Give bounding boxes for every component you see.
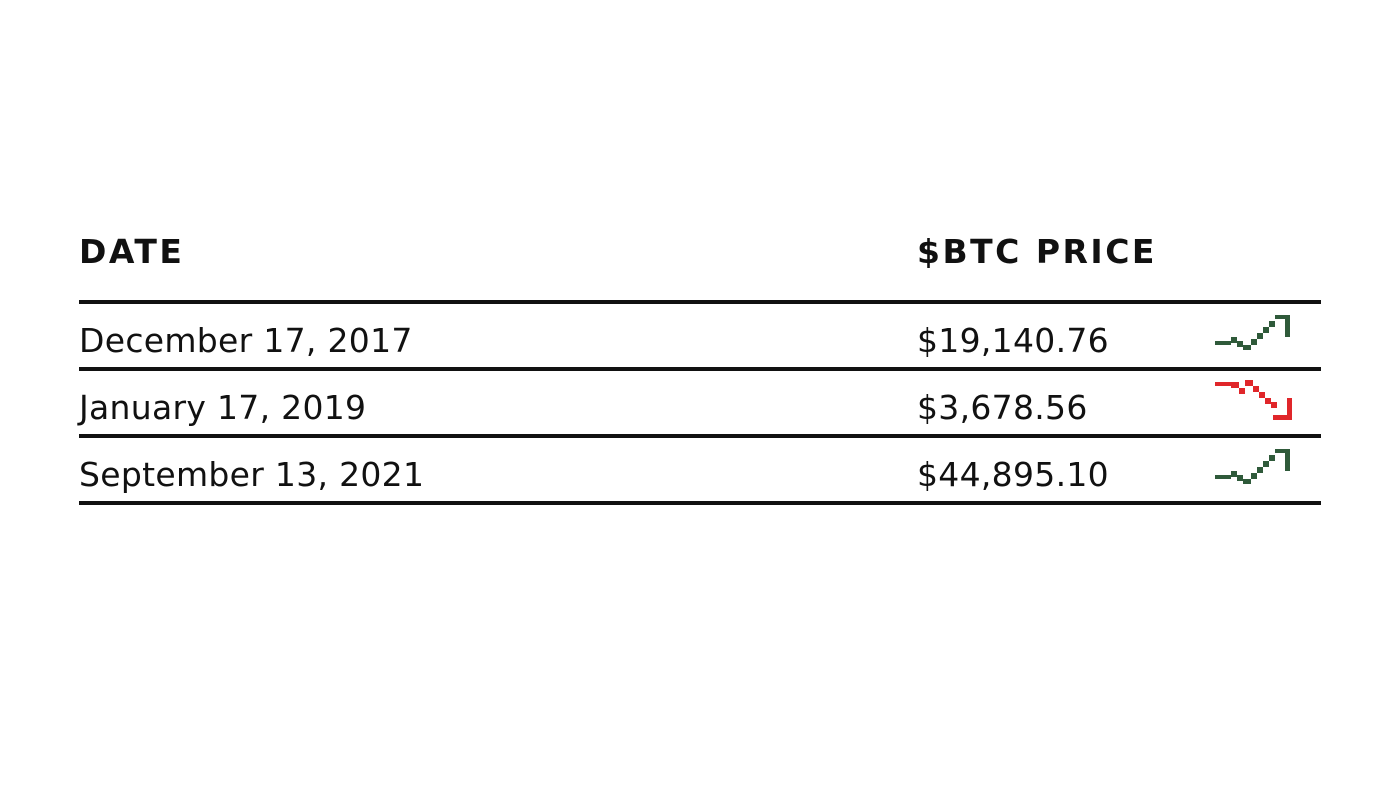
trend-pixel [1265, 398, 1271, 404]
trend-pixel [1243, 345, 1251, 350]
trend-pixel [1271, 402, 1277, 408]
trend-pixel [1231, 337, 1237, 343]
table-header: DATE $BTC PRICE [79, 228, 1321, 300]
table-row: September 13, 2021 $44,895.10 [79, 438, 1321, 501]
trend-pixel [1237, 341, 1243, 347]
trend-pixel [1231, 471, 1237, 477]
row-date: September 13, 2021 [79, 455, 425, 494]
trend-pixel [1253, 386, 1259, 392]
row-rule [79, 367, 1321, 371]
trend-pixel [1275, 449, 1289, 453]
trending-up-icon-graphic [1215, 449, 1290, 484]
trend-pixel [1215, 341, 1231, 345]
table-row: January 17, 2019 $3,678.56 [79, 371, 1321, 434]
trend-pixel [1251, 473, 1257, 479]
trend-pixel [1269, 455, 1275, 461]
trend-pixel [1243, 479, 1251, 484]
row-date: January 17, 2019 [79, 388, 367, 427]
trending-up-icon-graphic [1215, 315, 1290, 350]
trending-down-icon [1215, 380, 1293, 420]
row-rule [79, 434, 1321, 438]
row-price: $44,895.10 [917, 455, 1109, 494]
trend-pixel [1285, 449, 1290, 471]
trend-pixel [1237, 475, 1243, 481]
row-date: December 17, 2017 [79, 321, 413, 360]
row-price: $3,678.56 [917, 388, 1088, 427]
trend-pixel [1263, 461, 1269, 467]
trend-pixel [1215, 382, 1231, 386]
trend-pixel [1257, 467, 1263, 473]
trending-up-icon [1215, 313, 1293, 353]
trend-pixel [1275, 315, 1289, 319]
row-price: $19,140.76 [917, 321, 1109, 360]
trend-pixel [1245, 380, 1253, 386]
table-row: December 17, 2017 $19,140.76 [79, 304, 1321, 367]
trend-pixel [1263, 327, 1269, 333]
trending-up-icon [1215, 447, 1293, 487]
trend-pixel [1257, 333, 1263, 339]
trend-pixel [1231, 382, 1239, 388]
trend-pixel [1273, 415, 1291, 420]
trending-down-icon-graphic [1215, 380, 1292, 420]
date-column-header: DATE [79, 232, 185, 271]
trend-pixel [1239, 388, 1245, 394]
trend-pixel [1259, 392, 1265, 398]
trend-pixel [1215, 475, 1231, 479]
price-column-header: $BTC PRICE [917, 232, 1157, 271]
trend-pixel [1285, 315, 1290, 337]
row-rule [79, 501, 1321, 505]
trend-pixel [1251, 339, 1257, 345]
btc-price-table: DATE $BTC PRICE December 17, 2017 $19,14… [79, 228, 1321, 505]
trend-pixel [1269, 321, 1275, 327]
header-rule [79, 300, 1321, 304]
trend-pixel [1287, 398, 1292, 420]
